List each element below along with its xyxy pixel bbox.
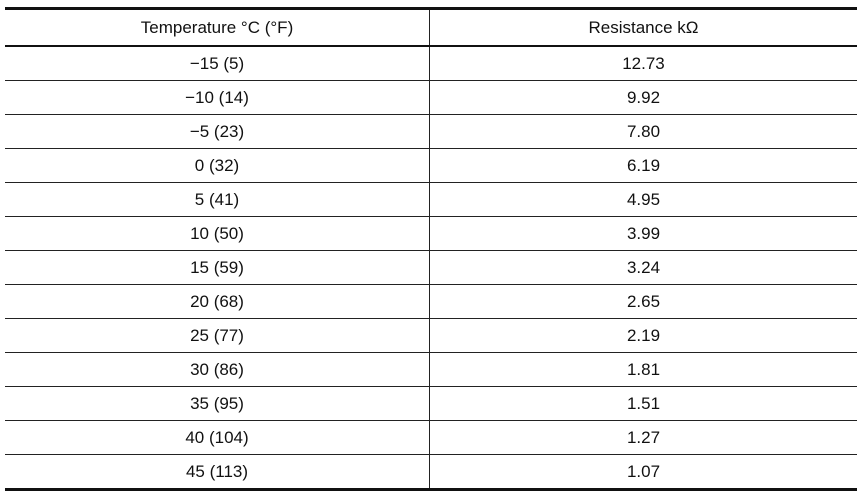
table-row: −5 (23) 7.80 <box>5 114 857 149</box>
temperature-cell: 30 (86) <box>5 352 430 387</box>
temperature-cell: −10 (14) <box>5 80 430 115</box>
temperature-cell: 35 (95) <box>5 386 430 421</box>
temperature-cell: 40 (104) <box>5 420 430 455</box>
table-row: −15 (5) 12.73 <box>5 46 857 81</box>
table-row: 5 (41) 4.95 <box>5 182 857 217</box>
resistance-cell: 2.19 <box>429 318 857 353</box>
resistance-cell: 3.99 <box>429 216 857 251</box>
table-row: 10 (50) 3.99 <box>5 216 857 251</box>
resistance-cell: 4.95 <box>429 182 857 217</box>
resistance-cell: 7.80 <box>429 114 857 149</box>
header-cell: Resistance kΩ <box>429 7 857 47</box>
table-row: −10 (14) 9.92 <box>5 80 857 115</box>
temperature-cell: 25 (77) <box>5 318 430 353</box>
resistance-cell: 2.65 <box>429 284 857 319</box>
header-cell: Temperature °C (°F) <box>5 7 430 47</box>
temperature-cell: −15 (5) <box>5 46 430 81</box>
resistance-cell: 1.51 <box>429 386 857 421</box>
table-head: Temperature °C (°F) Resistance kΩ <box>5 7 857 47</box>
table-row: 0 (32) 6.19 <box>5 148 857 183</box>
temperature-cell: 0 (32) <box>5 148 430 183</box>
table-row: 20 (68) 2.65 <box>5 284 857 319</box>
table-row: 30 (86) 1.81 <box>5 352 857 387</box>
resistance-cell: 1.81 <box>429 352 857 387</box>
resistance-cell: 6.19 <box>429 148 857 183</box>
header-row: Temperature °C (°F) Resistance kΩ <box>5 7 857 47</box>
temperature-cell: 20 (68) <box>5 284 430 319</box>
resistance-cell: 3.24 <box>429 250 857 285</box>
table-row: 15 (59) 3.24 <box>5 250 857 285</box>
resistance-cell: 1.27 <box>429 420 857 455</box>
resistance-cell: 9.92 <box>429 80 857 115</box>
table-row: 25 (77) 2.19 <box>5 318 857 353</box>
temperature-cell: 5 (41) <box>5 182 430 217</box>
temperature-cell: 45 (113) <box>5 454 430 491</box>
temperature-cell: −5 (23) <box>5 114 430 149</box>
resistance-cell: 1.07 <box>429 454 857 491</box>
temperature-cell: 15 (59) <box>5 250 430 285</box>
table-row: 45 (113) 1.07 <box>5 454 857 491</box>
resistance-cell: 12.73 <box>429 46 857 81</box>
temperature-cell: 10 (50) <box>5 216 430 251</box>
table-body: −15 (5) 12.73 −10 (14) 9.92 −5 (23) 7.80 0 (32… <box>5 46 857 491</box>
resistance-table: Temperature °C (°F) Resistance kΩ −15 (5… <box>5 7 857 491</box>
table-row: 35 (95) 1.51 <box>5 386 857 421</box>
table-row: 40 (104) 1.27 <box>5 420 857 455</box>
